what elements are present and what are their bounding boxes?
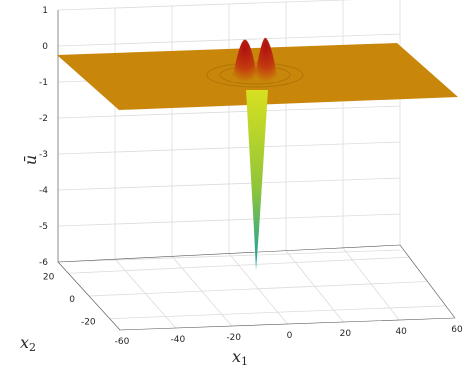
grid-lines — [57, 0, 456, 331]
x-tick-label: 40 — [395, 327, 407, 337]
surface-peak-2 — [254, 37, 278, 82]
y-axis: -20 0 20 — [43, 272, 96, 327]
y-tick-label: 0 — [69, 295, 75, 305]
x-tick-label: -40 — [170, 335, 185, 345]
x-axis: -60 -40 -20 0 20 40 60 — [115, 325, 463, 347]
x-tick-label: -60 — [115, 337, 130, 347]
z-tick-label: -4 — [39, 186, 48, 196]
z-axis: 1 0 -1 -2 -3 -4 -5 -6 — [39, 6, 48, 268]
x-tick-label: -20 — [226, 333, 241, 343]
axes-box — [57, 10, 456, 331]
z-axis-label: ū — [21, 155, 40, 165]
z-tick-label: -2 — [39, 114, 48, 124]
z-tick-label: 1 — [42, 6, 48, 16]
z-tick-label: -6 — [39, 258, 48, 268]
surface — [57, 37, 458, 270]
y-axis-label: x2 — [20, 333, 36, 354]
x-axis-label: x1 — [232, 347, 248, 368]
z-tick-label: -3 — [39, 150, 48, 160]
x-tick-label: 60 — [451, 325, 463, 335]
surface-trough — [246, 90, 268, 270]
surface-peak-1 — [232, 39, 258, 82]
x-tick-label: 0 — [287, 331, 293, 341]
y-tick-label: -20 — [81, 318, 96, 328]
z-tick-label: 0 — [42, 42, 48, 52]
y-tick-label: 20 — [43, 272, 55, 282]
z-tick-label: -5 — [39, 222, 48, 232]
z-tick-label: -1 — [39, 78, 48, 88]
x-tick-label: 20 — [340, 329, 352, 339]
